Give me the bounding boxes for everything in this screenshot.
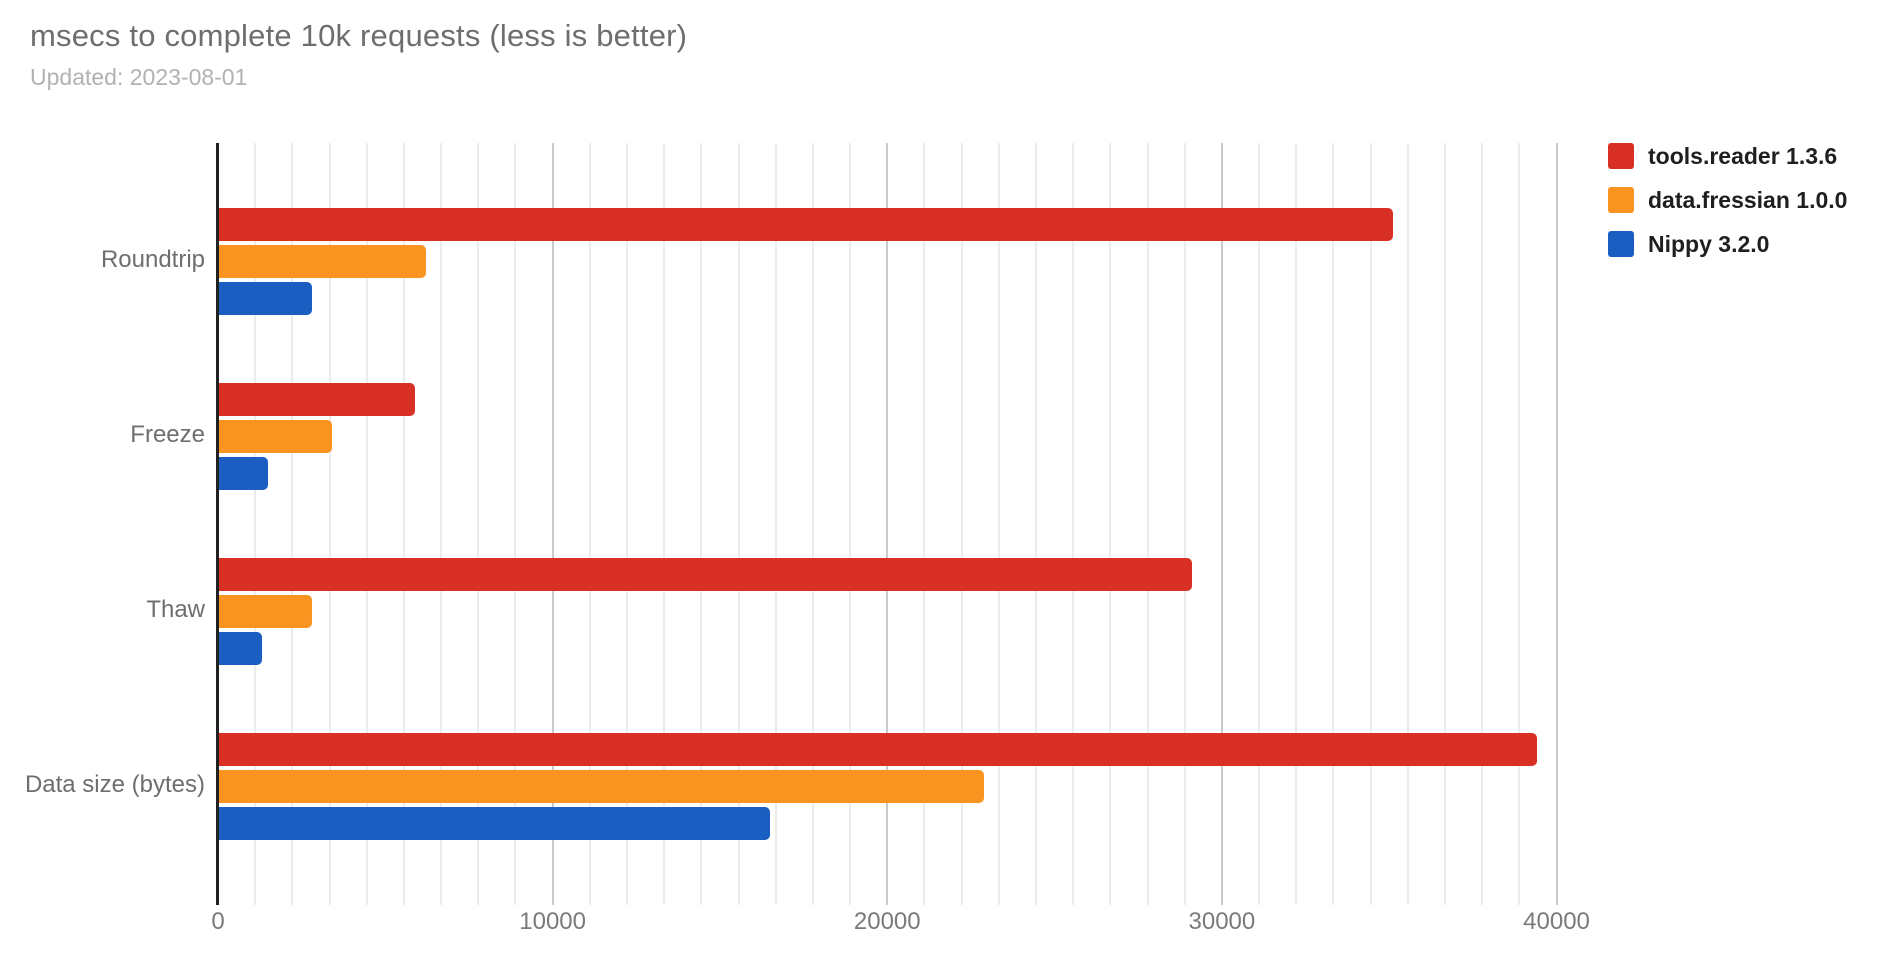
bar-roundtrip-series-2[interactable]: [218, 282, 312, 315]
x-tick-label: 10000: [519, 908, 586, 935]
legend-swatch-icon: [1608, 187, 1634, 213]
minor-gridline: [1332, 143, 1335, 905]
minor-gridline: [440, 143, 443, 905]
minor-gridline: [1406, 143, 1409, 905]
minor-gridline: [960, 143, 963, 905]
minor-gridline: [1072, 143, 1075, 905]
minor-gridline: [625, 143, 628, 905]
minor-gridline: [1295, 143, 1298, 905]
legend-item: tools.reader 1.3.6: [1608, 143, 1837, 169]
minor-gridline: [1034, 143, 1037, 905]
minor-gridline: [1518, 143, 1521, 905]
minor-gridline: [1443, 143, 1446, 905]
legend-swatch-icon: [1608, 143, 1634, 169]
minor-gridline: [1481, 143, 1484, 905]
minor-gridline: [849, 143, 852, 905]
major-gridline: [551, 143, 554, 905]
major-gridline: [886, 143, 889, 905]
legend-label: data.fressian 1.0.0: [1648, 186, 1848, 213]
minor-gridline: [588, 143, 591, 905]
bar-data-size-bytes-series-1[interactable]: [218, 770, 985, 803]
minor-gridline: [328, 143, 331, 905]
category-label: Data size (bytes): [24, 771, 205, 798]
major-gridline: [1555, 143, 1558, 905]
category-label: Freeze: [130, 421, 205, 448]
x-tick-label: 20000: [853, 908, 921, 935]
minor-gridline: [365, 143, 368, 905]
bar-roundtrip-series-1[interactable]: [218, 245, 426, 278]
bar-freeze-series-1[interactable]: [218, 420, 332, 453]
bar-thaw-series-1[interactable]: [218, 595, 312, 628]
x-tick-label: 0: [211, 908, 225, 935]
legend-item: data.fressian 1.0.0: [1608, 187, 1847, 213]
bar-data-size-bytes-series-0[interactable]: [218, 733, 1537, 766]
category-label: Thaw: [146, 596, 205, 623]
x-tick-label: 30000: [1188, 908, 1256, 935]
minor-gridline: [1146, 143, 1149, 905]
minor-gridline: [291, 143, 294, 905]
legend-label: Nippy 3.2.0: [1648, 230, 1770, 257]
minor-gridline: [700, 143, 703, 905]
minor-gridline: [774, 143, 777, 905]
minor-gridline: [997, 143, 1000, 905]
minor-gridline: [737, 143, 740, 905]
bar-thaw-series-2[interactable]: [218, 632, 262, 665]
bar-freeze-series-2[interactable]: [218, 457, 269, 490]
legend-label: tools.reader 1.3.6: [1648, 142, 1838, 169]
minor-gridline: [1369, 143, 1372, 905]
value-axis: 0 10000 20000 30000 40000: [0, 908, 1884, 942]
y-axis-baseline: [216, 143, 219, 905]
minor-gridline: [811, 143, 814, 905]
x-tick-label: 40000: [1523, 908, 1590, 935]
major-gridline: [1220, 143, 1223, 905]
minor-gridline: [923, 143, 926, 905]
minor-gridline: [1109, 143, 1112, 905]
chart-title: msecs to complete 10k requests (less is …: [30, 18, 688, 53]
minor-gridline: [254, 143, 257, 905]
legend-swatch-icon: [1608, 231, 1634, 257]
legend-item: Nippy 3.2.0: [1608, 231, 1769, 257]
bar-thaw-series-0[interactable]: [218, 558, 1192, 591]
chart-subtitle: Updated: 2023-08-01: [30, 64, 248, 90]
minor-gridline: [1183, 143, 1186, 905]
bar-freeze-series-0[interactable]: [218, 383, 416, 416]
bar-roundtrip-series-0[interactable]: [218, 208, 1393, 241]
minor-gridline: [514, 143, 517, 905]
minor-gridline: [663, 143, 666, 905]
category-label: Roundtrip: [100, 246, 205, 273]
minor-gridline: [477, 143, 480, 905]
plot-area: [218, 143, 1590, 905]
minor-gridline: [1258, 143, 1261, 905]
category-axis: Roundtrip Freeze Thaw Data size (bytes): [0, 143, 205, 897]
minor-gridline: [402, 143, 405, 905]
bar-data-size-bytes-series-2[interactable]: [218, 807, 771, 840]
